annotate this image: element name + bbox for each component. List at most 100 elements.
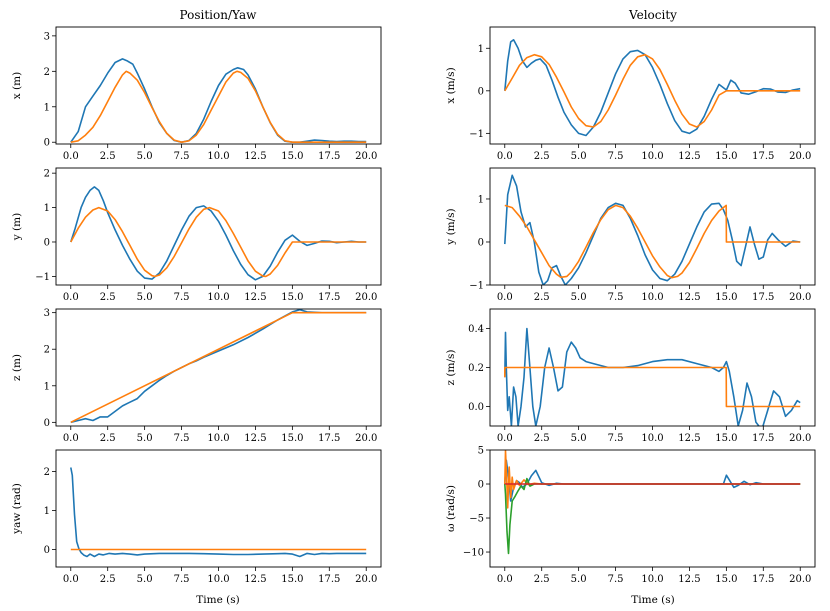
- y_vel-ylabel: y (m/s): [445, 208, 457, 245]
- x_vel-xtick-label: 10.0: [641, 151, 663, 162]
- z-position-panel: 0.0 2.5 5.0 7.5 10.0 12.5 15.0 17.5 20.0 0 1 2 3 z (m…: [11, 308, 382, 444]
- x-axis-label-right: Time (s): [631, 594, 674, 606]
- omega-xtick-label: 2.5: [534, 574, 550, 585]
- omega-series--z: [504, 477, 801, 555]
- y_pos-lines: [70, 186, 367, 281]
- z_vel-xtick-label: 2.5: [534, 433, 550, 444]
- omega-xtick-label: 12.5: [678, 574, 700, 585]
- z_pos-axes-frame: [55, 308, 382, 427]
- z_pos-xtick-label: 7.5: [174, 433, 190, 444]
- z_pos-ytick-label: 1: [44, 381, 50, 392]
- x_pos-xtick-label: 7.5: [174, 151, 190, 162]
- x_vel-series-reference: [504, 53, 801, 128]
- omega-ytick-label: −5: [469, 514, 484, 525]
- z_pos-xtick-label: 5.0: [137, 433, 153, 444]
- y_pos-xtick-label: 2.5: [100, 292, 116, 303]
- z_vel-xtick-label: 5.0: [571, 433, 587, 444]
- z_pos-xtick-label: 17.5: [318, 433, 340, 444]
- y_vel-series-actual: [504, 174, 801, 285]
- y_pos-xtick-label: 5.0: [137, 292, 153, 303]
- omega-xtick-label: 20.0: [789, 574, 811, 585]
- yaw-xtick-label: 17.5: [318, 574, 340, 585]
- z_vel-xtick-label: 0.0: [497, 433, 513, 444]
- omega-ytick-label: 0: [478, 480, 484, 491]
- x_pos-xtick-label: 15.0: [281, 151, 303, 162]
- x_pos-ytick-label: 0: [44, 138, 50, 149]
- y_pos-xtick-label: 17.5: [318, 292, 340, 303]
- z_pos-ytick-label: 0: [44, 418, 50, 429]
- x_vel-axes-frame: [489, 26, 816, 145]
- z_pos-xtick-label: 12.5: [244, 433, 266, 444]
- y_vel-lines: [504, 174, 801, 285]
- omega-ylabel: ω (rad/s): [445, 485, 457, 532]
- x_vel-xtick-label: 15.0: [715, 151, 737, 162]
- x-axis-label-left: Time (s): [196, 594, 239, 606]
- z_vel-xtick-label: 12.5: [678, 433, 700, 444]
- z_vel-ytick-label: 0.4: [468, 324, 484, 335]
- z_pos-xtick-label: 0.0: [63, 433, 79, 444]
- y_pos-ytick-label: 0: [44, 237, 50, 248]
- omega-lines: [504, 450, 801, 555]
- x_pos-xtick-label: 5.0: [137, 151, 153, 162]
- y_pos-ytick-label: −1: [35, 272, 50, 283]
- x-velocity-panel: 0.0 2.5 5.0 7.5 10.0 12.5 15.0 17.5 20.0 −1 0 1 x (m…: [445, 26, 816, 162]
- x_vel-xtick-label: 2.5: [534, 151, 550, 162]
- y_vel-xtick-label: 20.0: [789, 292, 811, 303]
- y_vel-ytick-label: 1: [478, 194, 484, 205]
- y-position-panel: 0.0 2.5 5.0 7.5 10.0 12.5 15.0 17.5 20.0 −1 0 1 2 y (…: [11, 167, 382, 303]
- z_pos-ytick-label: 3: [44, 308, 50, 319]
- y_vel-ytick-label: −1: [469, 281, 484, 292]
- yaw-xtick-label: 0.0: [63, 574, 79, 585]
- x_vel-xtick-label: 17.5: [752, 151, 774, 162]
- y_pos-xtick-label: 15.0: [281, 292, 303, 303]
- y_pos-axes-frame: [55, 167, 382, 286]
- y_vel-xtick-label: 10.0: [641, 292, 663, 303]
- yaw-xtick-label: 5.0: [137, 574, 153, 585]
- z_pos-ytick-label: 2: [44, 345, 50, 356]
- y_pos-ytick-label: 1: [44, 203, 50, 214]
- yaw-xtick-label: 20.0: [355, 574, 377, 585]
- x_pos-xtick-label: 10.0: [207, 151, 229, 162]
- y_vel-xtick-label: 2.5: [534, 292, 550, 303]
- y_vel-xtick-label: 12.5: [678, 292, 700, 303]
- z_pos-ylabel: z (m): [11, 354, 23, 381]
- omega-ytick-label: 5: [478, 446, 484, 457]
- y_pos-xtick-label: 12.5: [244, 292, 266, 303]
- z_vel-xtick-label: 10.0: [641, 433, 663, 444]
- x_vel-xtick-label: 12.5: [678, 151, 700, 162]
- omega-series--y: [504, 450, 801, 509]
- z_vel-series-reference: [503, 366, 801, 408]
- x_vel-ytick-label: −1: [469, 129, 484, 140]
- y_pos-series-actual: [70, 186, 367, 281]
- omega-xtick-label: 7.5: [608, 574, 624, 585]
- y_pos-xtick-label: 0.0: [63, 292, 79, 303]
- x_pos-ytick-label: 1: [44, 102, 50, 113]
- x_pos-xtick-label: 2.5: [100, 151, 116, 162]
- y_pos-ylabel: y (m): [11, 213, 23, 241]
- z_vel-ytick-label: 0.2: [468, 363, 484, 374]
- x_vel-xtick-label: 7.5: [608, 151, 624, 162]
- x_pos-xtick-label: 0.0: [63, 151, 79, 162]
- y_vel-series-reference: [504, 204, 801, 279]
- yaw-xtick-label: 7.5: [174, 574, 190, 585]
- omega-ytick-label: −10: [463, 548, 484, 559]
- x_pos-series-actual: [70, 58, 367, 143]
- y_vel-xtick-label: 5.0: [571, 292, 587, 303]
- x_vel-ytick-label: 0: [478, 86, 484, 97]
- z_pos-xtick-label: 2.5: [100, 433, 116, 444]
- omega-series--x: [504, 459, 801, 502]
- x-position-panel: 0.0 2.5 5.0 7.5 10.0 12.5 15.0 17.5 20.0 0 1 2 3 x (m…: [11, 26, 382, 162]
- col-title-velocity: Velocity: [628, 8, 677, 22]
- x_vel-xtick-label: 20.0: [789, 151, 811, 162]
- yaw-xtick-label: 10.0: [207, 574, 229, 585]
- x_pos-ylabel: x (m): [11, 72, 23, 99]
- x_pos-xtick-label: 12.5: [244, 151, 266, 162]
- omega-xtick-label: 5.0: [571, 574, 587, 585]
- x_pos-ytick-label: 3: [44, 31, 50, 42]
- y_vel-xtick-label: 17.5: [752, 292, 774, 303]
- yaw-xtick-label: 15.0: [281, 574, 303, 585]
- yaw-ytick-label: 2: [44, 467, 50, 478]
- z_pos-lines: [70, 309, 367, 424]
- x_pos-xtick-label: 17.5: [318, 151, 340, 162]
- x_vel-xtick-label: 5.0: [571, 151, 587, 162]
